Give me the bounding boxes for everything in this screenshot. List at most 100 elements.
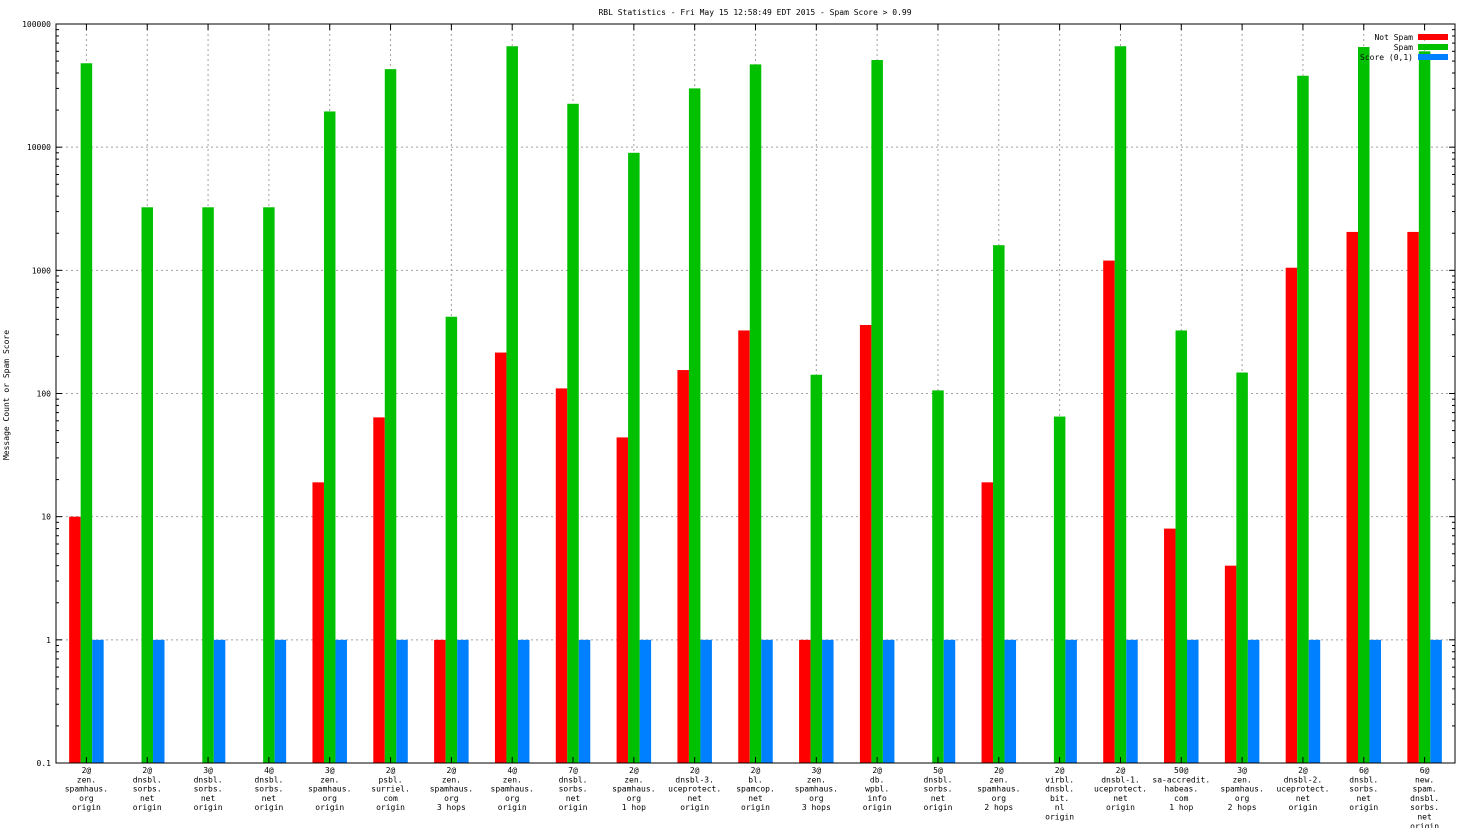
- bar-score-0-1: [882, 639, 895, 763]
- x-tick-label: 2@ zen. spamhaus. org 2 hops: [977, 766, 1020, 812]
- x-tick-label: 7@ dnsbl. sorbs. net origin: [559, 766, 588, 812]
- legend-swatch: [1418, 54, 1448, 60]
- bars-layer: [69, 46, 1442, 764]
- bar-score-0-1: [943, 639, 956, 763]
- legend-label: Not Spam: [1374, 33, 1413, 42]
- y-tick-label: 100: [37, 390, 52, 399]
- x-tick-label: 3@ dnsbl. sorbs. net origin: [194, 766, 223, 812]
- bar-not-spam: [1346, 231, 1359, 763]
- bar-not-spam: [434, 639, 446, 763]
- x-tick-label: 2@ zen. spamhaus. org 3 hops: [430, 766, 473, 812]
- bar-spam: [567, 103, 579, 763]
- x-tick-label: 2@ db. wpbl. info origin: [863, 766, 892, 812]
- x-tick-label: 2@ zen. spamhaus. org 1 hop: [612, 766, 655, 812]
- bar-spam: [1175, 330, 1188, 763]
- y-tick-label: 1000: [32, 266, 51, 275]
- x-tick-label: 4@ zen. spamhaus. org origin: [491, 766, 534, 812]
- bar-spam: [810, 374, 823, 763]
- x-tick-label: 50@ sa-accredit. habeas. com 1 hop: [1152, 766, 1210, 812]
- bar-score-0-1: [1430, 639, 1442, 763]
- bar-score-0-1: [335, 639, 347, 763]
- bar-spam: [506, 46, 518, 763]
- bar-spam: [749, 64, 762, 764]
- bar-score-0-1: [1308, 639, 1321, 763]
- bar-score-0-1: [457, 639, 469, 763]
- y-tick-label: 0.1: [37, 759, 52, 768]
- bar-not-spam: [312, 482, 324, 763]
- bar-spam: [1236, 372, 1248, 763]
- bar-score-0-1: [700, 639, 712, 763]
- bar-score-0-1: [396, 639, 408, 763]
- bar-score-0-1: [1187, 639, 1199, 763]
- x-tick-label: 5@ dnsbl. sorbs. net origin: [924, 766, 953, 812]
- x-tick-label: 2@ dnsbl-3. uceprotect. net origin: [668, 766, 721, 812]
- bar-score-0-1: [152, 639, 165, 763]
- bar-spam: [80, 63, 93, 764]
- bar-score-0-1: [1247, 639, 1260, 763]
- x-tick-label: 2@ dnsbl-2. uceprotect. net origin: [1276, 766, 1329, 812]
- bar-spam: [1114, 46, 1127, 763]
- bar-not-spam: [738, 330, 750, 763]
- x-tick-label: 6@ new. spam. dnsbl. sorbs. net origin: [1410, 766, 1439, 828]
- x-tick-label: 2@ dnsbl-1. uceprotect. net origin: [1094, 766, 1147, 812]
- y-axis-label: Message Count or Spam Score: [2, 330, 11, 460]
- bar-not-spam: [1103, 260, 1115, 763]
- bar-score-0-1: [1004, 639, 1017, 763]
- legend-swatch: [1418, 44, 1448, 50]
- legend-swatch: [1418, 34, 1448, 40]
- y-tick-label: 10: [41, 513, 51, 522]
- x-tick-label: 2@ zen. spamhaus. org origin: [65, 766, 108, 812]
- y-tick-label: 1: [46, 636, 51, 645]
- bar-not-spam: [1224, 565, 1237, 763]
- bar-score-0-1: [517, 639, 530, 763]
- x-tick-label: 3@ zen. spamhaus. org origin: [308, 766, 351, 812]
- bar-spam: [263, 207, 275, 763]
- bar-score-0-1: [639, 639, 652, 763]
- bar-not-spam: [799, 639, 811, 763]
- bar-not-spam: [1164, 528, 1176, 763]
- y-tick-label: 100000: [22, 20, 51, 29]
- x-tick-label: 3@ zen. spamhaus. org 2 hops: [1220, 766, 1263, 812]
- bar-spam: [1053, 416, 1066, 763]
- x-tick-label: 4@ dnsbl. sorbs. net origin: [254, 766, 283, 812]
- bar-score-0-1: [761, 639, 773, 763]
- y-tick-label: 10000: [27, 143, 51, 152]
- bar-score-0-1: [1369, 639, 1382, 763]
- bar-not-spam: [859, 324, 872, 763]
- bar-not-spam: [373, 417, 385, 763]
- bar-spam: [993, 245, 1005, 763]
- bar-score-0-1: [213, 639, 226, 763]
- bar-not-spam: [555, 388, 568, 763]
- chart-title: RBL Statistics - Fri May 15 12:58:49 EDT…: [598, 8, 911, 17]
- bar-not-spam: [677, 370, 689, 763]
- axis-layer: 0.1 1 10 100 1000 10000 100000 2@ zen. spamhaus. o…: [22, 20, 1456, 828]
- bar-not-spam: [494, 352, 507, 763]
- bar-score-0-1: [274, 639, 287, 763]
- legend-label: Score (0,1): [1360, 53, 1413, 62]
- bar-spam: [445, 316, 458, 763]
- bar-score-0-1: [92, 639, 104, 763]
- bar-score-0-1: [822, 639, 834, 763]
- bar-spam: [932, 390, 944, 763]
- bar-not-spam: [616, 437, 629, 763]
- bar-spam: [1418, 51, 1431, 764]
- bar-spam: [1297, 75, 1309, 763]
- bar-not-spam: [981, 482, 994, 763]
- x-tick-label: 3@ zen. spamhaus. org 3 hops: [795, 766, 838, 812]
- bar-spam: [688, 88, 701, 763]
- bar-spam: [141, 207, 153, 763]
- bar-spam: [323, 111, 336, 763]
- plot-frame: [55, 23, 1456, 764]
- x-tick-label: 2@ dnsbl. sorbs. net origin: [133, 766, 162, 812]
- legend-label: Spam: [1394, 43, 1413, 52]
- x-tick-label: 2@ virbl. dnsbl. bit. nl origin: [1045, 766, 1074, 822]
- bar-spam: [1358, 47, 1370, 763]
- bar-score-0-1: [1126, 639, 1138, 763]
- bar-spam: [384, 69, 397, 763]
- x-tick-label: 6@ dnsbl. sorbs. net origin: [1349, 766, 1378, 812]
- x-tick-label: 2@ bl. spamcop. net origin: [736, 766, 775, 812]
- bar-score-0-1: [578, 639, 591, 763]
- bar-not-spam: [69, 516, 81, 763]
- bar-spam: [202, 207, 214, 763]
